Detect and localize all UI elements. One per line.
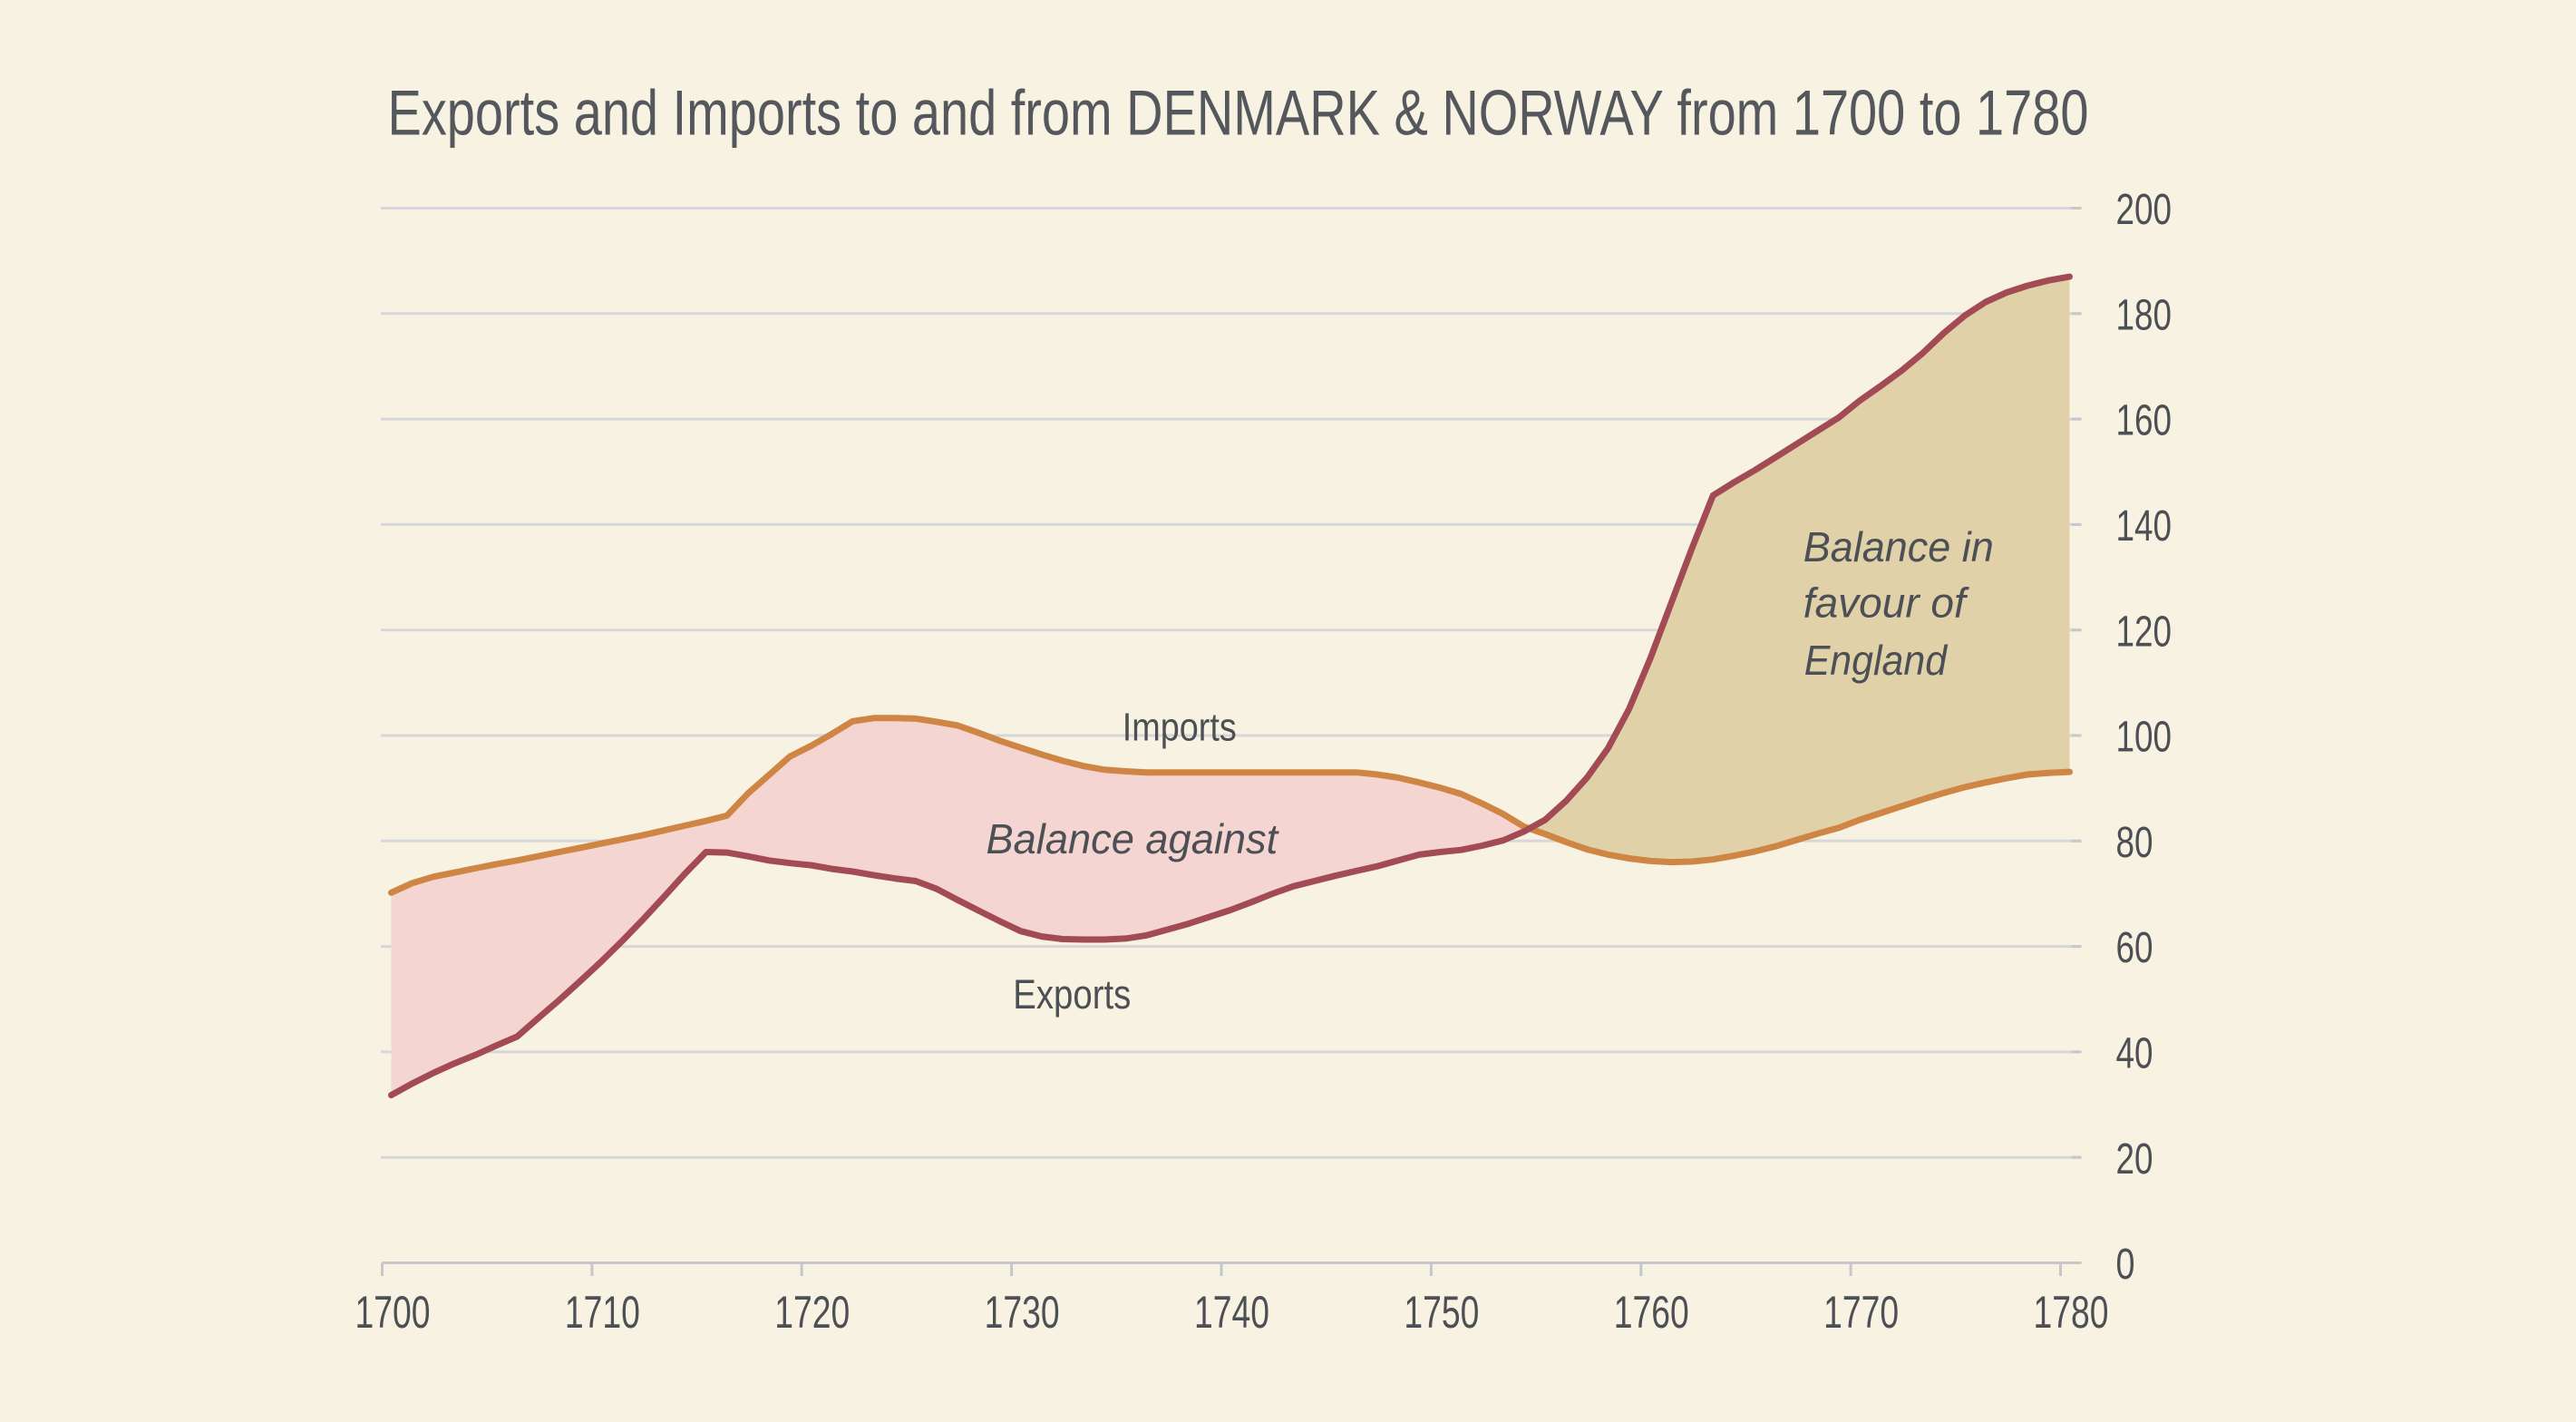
svg-text:140: 140 bbox=[2116, 502, 2173, 550]
svg-text:40: 40 bbox=[2116, 1030, 2153, 1078]
svg-text:0: 0 bbox=[2116, 1241, 2135, 1289]
svg-text:1710: 1710 bbox=[565, 1287, 640, 1338]
svg-text:1750: 1750 bbox=[1404, 1287, 1479, 1338]
svg-text:1770: 1770 bbox=[1823, 1287, 1899, 1338]
svg-text:Balance against: Balance against bbox=[987, 815, 1280, 862]
svg-text:60: 60 bbox=[2116, 924, 2153, 972]
svg-text:100: 100 bbox=[2116, 714, 2173, 762]
svg-text:Exports and Imports to and fro: Exports and Imports to and from DENMARK … bbox=[388, 77, 2089, 149]
svg-text:120: 120 bbox=[2116, 608, 2173, 656]
svg-text:Exports: Exports bbox=[1013, 971, 1131, 1018]
svg-text:200: 200 bbox=[2116, 186, 2173, 234]
svg-text:1760: 1760 bbox=[1614, 1287, 1689, 1338]
svg-text:England: England bbox=[1804, 637, 1949, 684]
svg-text:80: 80 bbox=[2116, 819, 2153, 867]
svg-text:1740: 1740 bbox=[1194, 1287, 1269, 1338]
svg-text:1700: 1700 bbox=[355, 1287, 431, 1338]
svg-text:1730: 1730 bbox=[985, 1287, 1060, 1338]
svg-text:180: 180 bbox=[2116, 291, 2173, 339]
svg-text:Imports: Imports bbox=[1123, 706, 1237, 750]
svg-text:1780: 1780 bbox=[2034, 1287, 2109, 1338]
svg-text:Balance in: Balance in bbox=[1803, 523, 1994, 570]
svg-text:1720: 1720 bbox=[774, 1287, 850, 1338]
svg-text:160: 160 bbox=[2116, 397, 2173, 445]
svg-text:favour of: favour of bbox=[1803, 579, 1969, 626]
svg-text:20: 20 bbox=[2116, 1135, 2153, 1183]
